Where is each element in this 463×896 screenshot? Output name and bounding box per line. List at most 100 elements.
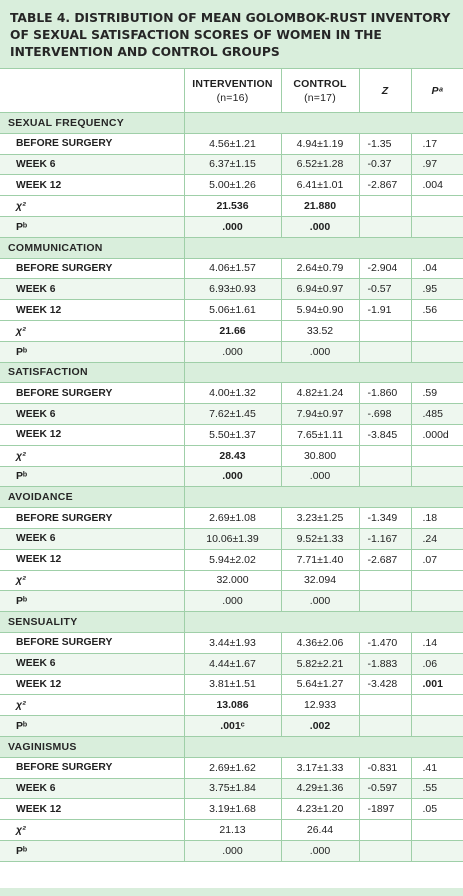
row-label: WEEK 12 (0, 299, 185, 321)
table-row: WEEK 12 3.81±1.51 5.64±1.27 -3.428.001 (0, 673, 463, 696)
empty-cell (358, 444, 412, 467)
p-value: .04 (410, 257, 463, 280)
control-value: 6.52±1.28 (280, 153, 360, 176)
section-header-row: AVOIDANCE (0, 486, 463, 509)
table-row: BEFORE SURGERY 4.06±1.57 2.64±0.79 -2.904.0… (0, 257, 463, 280)
header-control-label: CONTROL (293, 77, 347, 90)
table-row: WEEK 12 5.50±1.37 7.65±1.11 -3.845.000d (0, 423, 463, 446)
intervention-value: 4.56±1.21 (183, 132, 282, 155)
intervention-value: 7.62±1.45 (183, 403, 282, 425)
column-header-row: INTERVENTION (n=16) CONTROL (n=17) Z Pᵃ (0, 68, 463, 113)
section-filler-cell (359, 486, 411, 509)
row-label: BEFORE SURGERY (0, 507, 185, 529)
section-filler-cell (184, 611, 281, 633)
empty-cell (410, 715, 463, 737)
empty-cell (358, 215, 412, 238)
bottom-band (0, 888, 463, 896)
z-value: -1.167 (358, 527, 412, 550)
z-value: -0.831 (358, 756, 412, 779)
table-row: BEFORE SURGERY 3.44±1.93 4.36±2.06 -1.470.1… (0, 631, 463, 654)
z-value: -1.35 (358, 132, 412, 155)
pb-label: Pᵇ (0, 215, 185, 238)
chi-square-row: χ² 28.43 30.800 (0, 444, 463, 467)
section-title: AVOIDANCE (0, 486, 185, 509)
empty-cell (410, 590, 463, 613)
pb-control: .000 (280, 340, 360, 363)
chi-square-intervention: 28.43 (183, 444, 282, 467)
empty-cell (358, 195, 412, 217)
chi-square-control: 33.52 (280, 319, 360, 342)
p-value: .95 (410, 278, 463, 301)
pb-intervention: .000 (183, 340, 282, 363)
chi-square-intervention: 13.086 (183, 694, 282, 717)
chi-square-row: χ² 13.086 12.933 (0, 694, 463, 717)
p-value: .97 (410, 153, 463, 176)
z-value: -0.597 (358, 777, 412, 800)
row-label: WEEK 12 (0, 673, 185, 696)
pb-label: Pᵇ (0, 839, 185, 862)
control-value: 7.65±1.11 (280, 423, 360, 446)
chi-square-label: χ² (0, 319, 185, 342)
intervention-value: 3.75±1.84 (183, 777, 282, 800)
control-value: 7.94±0.97 (280, 403, 360, 425)
row-label: WEEK 6 (0, 153, 185, 176)
chi-square-label: χ² (0, 819, 185, 841)
z-value: -1.349 (358, 507, 412, 529)
table-row: BEFORE SURGERY 4.56±1.21 4.94±1.19 -1.35.17 (0, 132, 463, 155)
section-filler-cell (359, 611, 411, 633)
section-title: COMMUNICATION (0, 236, 185, 259)
chi-square-label: χ² (0, 195, 185, 217)
z-value: -3.428 (358, 673, 412, 696)
section-filler-cell (359, 735, 411, 758)
pb-label: Pᵇ (0, 465, 185, 488)
intervention-value: 6.37±1.15 (183, 153, 282, 176)
pb-row: Pᵇ .001ᶜ .002 (0, 715, 463, 737)
table-row: WEEK 12 5.06±1.61 5.94±0.90 -1.91.56 (0, 299, 463, 321)
section-filler-cell (411, 112, 463, 134)
section-filler-cell (411, 486, 463, 509)
chi-square-row: χ² 32.000 32.094 (0, 569, 463, 592)
chi-square-control: 26.44 (280, 819, 360, 841)
p-value: .001 (410, 673, 463, 696)
section-filler-cell (359, 361, 411, 384)
chi-square-intervention: 21.13 (183, 819, 282, 841)
pb-intervention: .001ᶜ (183, 715, 282, 737)
table-body: SEXUAL FREQUENCY BEFORE SURGERY 4.56±1.21 4… (0, 112, 463, 862)
section-filler-cell (411, 611, 463, 633)
p-value: .004 (410, 174, 463, 197)
pb-control: .000 (280, 465, 360, 488)
results-table: INTERVENTION (n=16) CONTROL (n=17) Z Pᵃ … (0, 68, 463, 862)
header-intervention-label: INTERVENTION (192, 77, 273, 90)
z-value: -2.904 (358, 257, 412, 280)
p-value: .56 (410, 299, 463, 321)
intervention-value: 2.69±1.62 (183, 756, 282, 779)
row-label: WEEK 6 (0, 527, 185, 550)
chi-square-intervention: 21.536 (183, 195, 282, 217)
empty-cell (410, 215, 463, 238)
section-filler-cell (359, 112, 411, 134)
control-value: 4.36±2.06 (280, 631, 360, 654)
row-label: WEEK 12 (0, 174, 185, 197)
section-header-row: SENSUALITY (0, 611, 463, 633)
empty-cell (410, 195, 463, 217)
intervention-value: 5.00±1.26 (183, 174, 282, 197)
pb-row: Pᵇ .000.000 (0, 215, 463, 238)
intervention-value: 10.06±1.39 (183, 527, 282, 550)
control-value: 3.23±1.25 (280, 507, 360, 529)
control-value: 7.71±1.40 (280, 548, 360, 571)
p-value: .59 (410, 382, 463, 405)
table-row: WEEK 12 5.00±1.26 6.41±1.01 -2.867.004 (0, 174, 463, 197)
z-value: -1897 (358, 798, 412, 821)
row-label: WEEK 6 (0, 278, 185, 301)
pb-control: .000 (280, 590, 360, 613)
section-filler-cell (281, 611, 359, 633)
pb-control: .000 (280, 215, 360, 238)
table-row: BEFORE SURGERY 2.69±1.08 3.23±1.25 -1.349.1… (0, 507, 463, 529)
chi-square-label: χ² (0, 444, 185, 467)
pb-row: Pᵇ .000.000 (0, 465, 463, 488)
header-control-n: (n=17) (304, 91, 336, 104)
header-intervention: INTERVENTION (n=16) (183, 68, 282, 113)
row-label: WEEK 6 (0, 777, 185, 800)
section-header-row: VAGINISMUS (0, 735, 463, 758)
